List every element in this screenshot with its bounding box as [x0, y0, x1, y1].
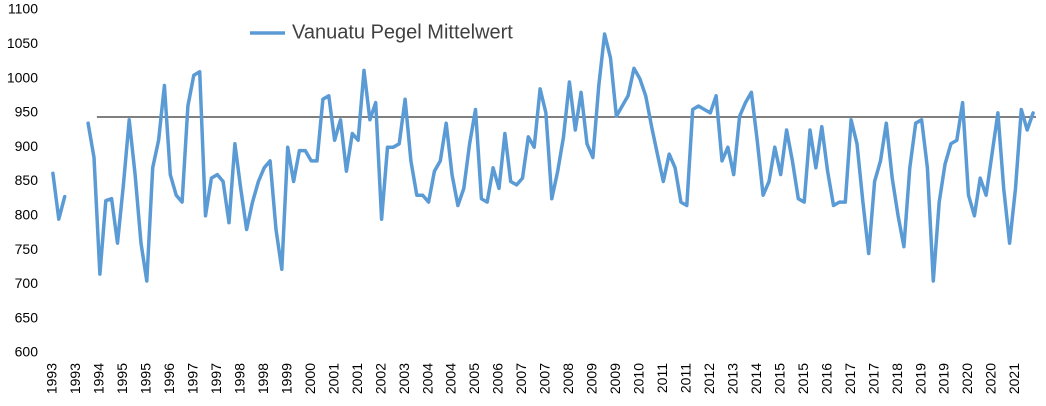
- x-tick-label: 2004: [443, 363, 459, 394]
- x-tick-label: 2019: [936, 363, 952, 394]
- x-tick-label: 1993: [67, 363, 83, 394]
- y-tick-label: 700: [15, 275, 39, 291]
- x-tick-label: 1997: [184, 363, 200, 394]
- x-tick-label: 2000: [302, 363, 318, 394]
- legend-text: Vanuatu Pegel Mittelwert: [292, 21, 513, 43]
- x-tick-label: 2006: [490, 363, 506, 394]
- x-tick-label: 2007: [513, 363, 529, 394]
- x-tick-label: 2011: [677, 363, 693, 393]
- x-tick-label: 1999: [278, 363, 294, 394]
- y-tick-label: 850: [15, 172, 39, 188]
- x-tick-label: 2015: [795, 363, 811, 394]
- x-tick-label: 2017: [865, 363, 881, 394]
- x-tick-label: 2008: [560, 363, 576, 394]
- x-tick-label: 2004: [419, 363, 435, 394]
- y-tick-label: 950: [15, 104, 39, 120]
- y-tick-label: 650: [15, 309, 39, 325]
- x-tick-label: 2002: [372, 363, 388, 394]
- x-tick-label: 2013: [724, 363, 740, 394]
- x-tick-label: 2007: [537, 363, 553, 394]
- y-tick-label: 1100: [8, 1, 38, 17]
- y-tick-label: 900: [15, 138, 39, 154]
- x-tick-label: 1996: [161, 363, 177, 394]
- x-tick-label: 2001: [325, 363, 341, 394]
- x-tick-label: 1995: [138, 363, 154, 394]
- y-tick-label: 800: [15, 207, 39, 223]
- x-tick-label: 2012: [701, 363, 717, 394]
- x-tick-label: 2021: [1006, 363, 1022, 394]
- x-tick-label: 2016: [818, 363, 834, 394]
- data-line: [51, 32, 1035, 283]
- y-tick-label: 750: [15, 241, 39, 257]
- y-tick-label: 1000: [7, 69, 38, 85]
- x-tick-label: 1993: [44, 363, 60, 394]
- x-tick-label: 1994: [91, 363, 107, 394]
- x-tick-label: 2005: [466, 363, 482, 394]
- x-tick-label: 2018: [889, 363, 905, 394]
- x-tick-label: 2020: [983, 363, 999, 394]
- x-tick-label: 1998: [255, 363, 271, 394]
- x-tick-label: 2009: [607, 363, 623, 394]
- x-tick-label: 2010: [631, 363, 647, 394]
- x-tick-label: 2011: [654, 363, 670, 393]
- x-tick-label: 2020: [959, 363, 975, 394]
- x-tick-label: 2015: [771, 363, 787, 394]
- x-tick-label: 1998: [231, 363, 247, 394]
- x-tick-label: 2014: [748, 363, 764, 394]
- y-tick-label: 600: [15, 344, 39, 360]
- x-tick-label: 1997: [208, 363, 224, 394]
- x-tick-label: 2001: [349, 363, 365, 394]
- x-tick-label: 2017: [842, 363, 858, 394]
- x-tick-label: 1995: [114, 363, 130, 394]
- x-tick-label: 2003: [396, 363, 412, 394]
- y-tick-label: 1050: [7, 35, 38, 51]
- x-tick-label: 2009: [584, 363, 600, 394]
- x-tick-label: 2019: [912, 363, 928, 394]
